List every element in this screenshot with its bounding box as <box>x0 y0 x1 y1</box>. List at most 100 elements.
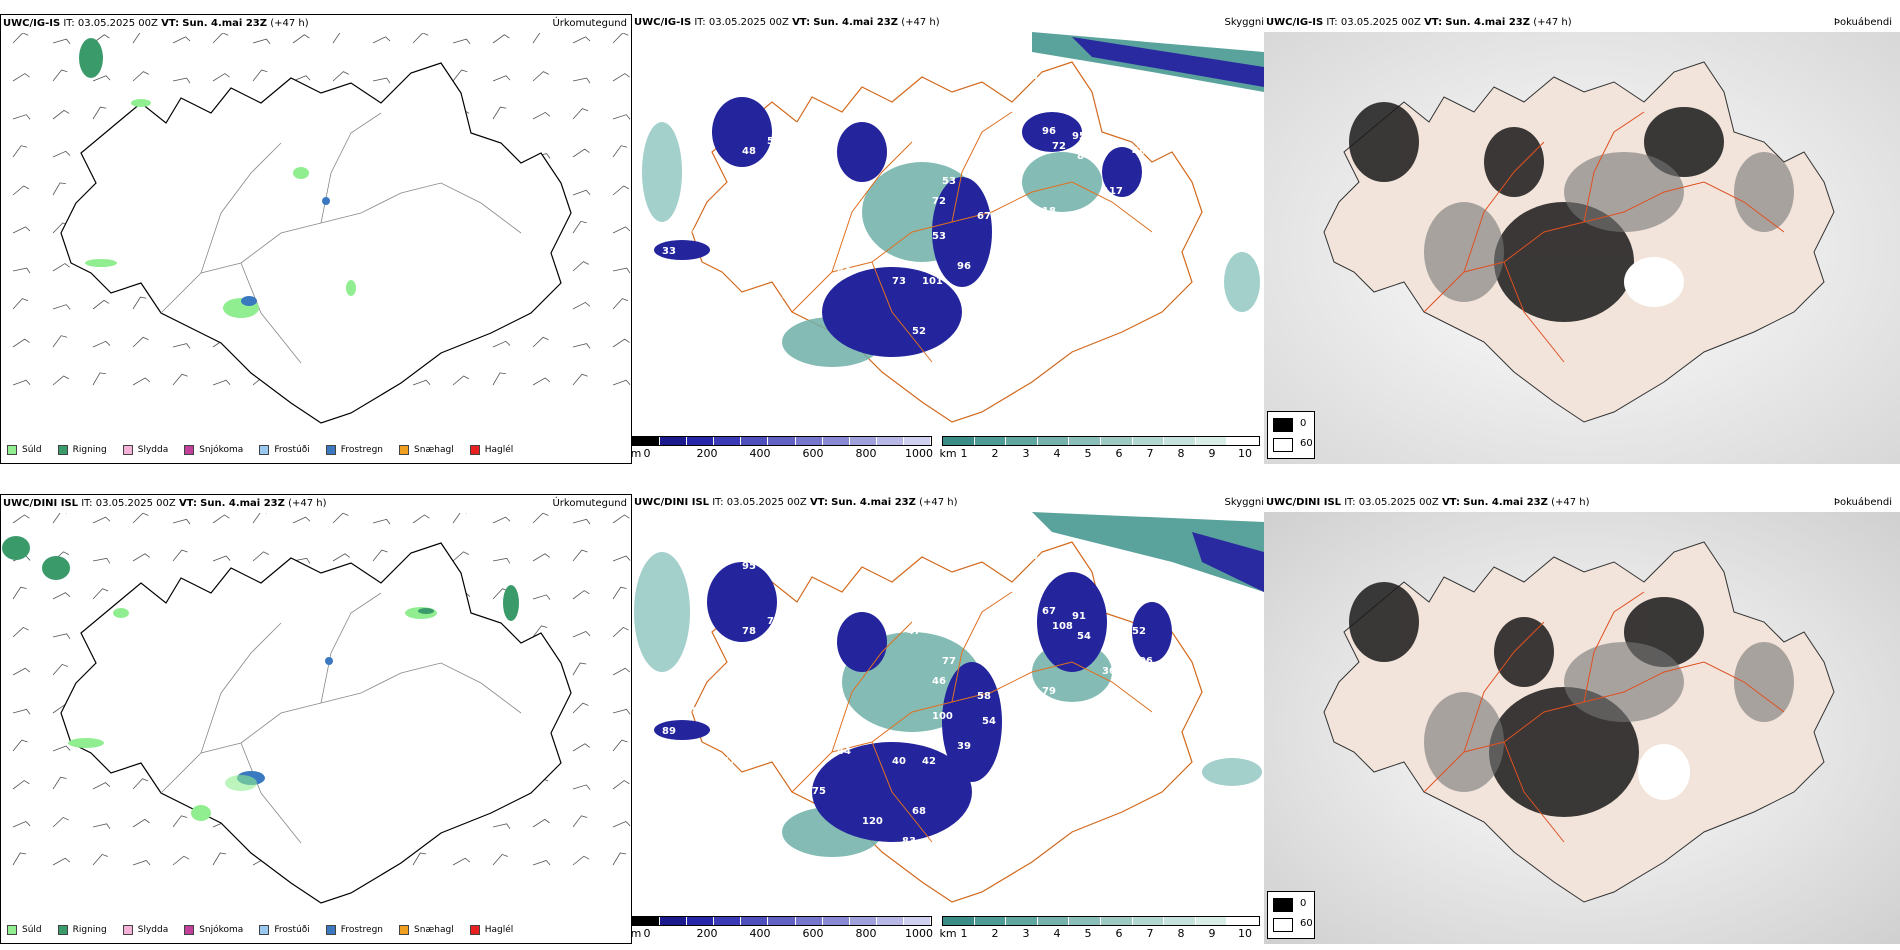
cbar-tick: 8 <box>1177 447 1185 460</box>
wind-barb <box>92 372 106 386</box>
cbar-tick: 2 <box>991 447 999 460</box>
wind-barb <box>492 557 511 564</box>
wind-barb <box>212 555 231 562</box>
wind-barb <box>532 33 547 44</box>
iceland-outline <box>60 62 572 424</box>
colorbar-ticks: km 1 2 3 4 5 6 7 8 9 10 <box>939 446 1260 460</box>
legend-swatch <box>57 925 68 935</box>
wind-barb <box>452 551 470 562</box>
wind-barb <box>12 114 31 120</box>
fog-dark-areas <box>1349 102 1724 322</box>
wind-barb <box>292 516 311 524</box>
wind-barb <box>612 626 629 638</box>
sea-visibility-band <box>1032 512 1264 592</box>
wind-barb <box>532 625 548 638</box>
wind-barb <box>12 586 27 600</box>
wind-barb <box>452 857 471 866</box>
wind-barb <box>492 516 511 524</box>
wind-barb <box>132 778 149 790</box>
ceiling-value-label: 117 <box>1102 186 1123 197</box>
wind-barb <box>572 36 591 44</box>
ceiling-value-label: 96 <box>957 261 971 272</box>
model-name: UWC/IG-IS <box>634 17 692 28</box>
wind-barb <box>52 304 71 310</box>
wind-barb <box>172 373 188 386</box>
legend-item-snaehagl: Snæhagl <box>399 925 454 935</box>
legend-swatch <box>184 445 195 455</box>
colorbar-ticks: km 1 2 3 4 5 6 7 8 9 10 <box>939 926 1260 940</box>
ceiling-value-label: 95 <box>742 561 756 572</box>
valid-time: Sun. 4.mai 23Z <box>1445 17 1530 28</box>
visibility-colorbar: km 1 2 3 4 5 6 7 8 9 10 <box>939 916 1260 940</box>
wind-barb <box>612 555 631 562</box>
ceiling-value-label: 72 <box>932 196 946 207</box>
wind-barb <box>12 626 29 638</box>
ceiling-value-label: 87 <box>992 61 1006 72</box>
wind-barb <box>12 379 31 386</box>
ceiling-value-label: 125 <box>1037 556 1058 567</box>
wind-barb <box>132 71 149 82</box>
precip-panel-row1: UWC/IG-IS IT: 03.05.2025 00Z VT: Sun. 4.… <box>0 14 632 464</box>
ceiling-value-label: 42 <box>922 756 936 767</box>
init-time: 03.05.2025 00Z <box>1358 497 1439 508</box>
fog-map <box>1264 512 1900 944</box>
ceiling-value-label: 58 <box>977 691 991 702</box>
colorbar-strip <box>632 916 932 926</box>
ceiling-value-label: 60 <box>907 146 921 157</box>
wind-barb <box>452 38 471 45</box>
ceiling-value-label: 44 <box>837 266 851 277</box>
cbar-tick: 9 <box>1208 927 1216 940</box>
init-time: 03.05.2025 00Z <box>726 497 807 508</box>
cbar-tick: 6 <box>1115 447 1123 460</box>
wind-barb <box>132 513 149 524</box>
ceiling-value-label: 46 <box>1132 146 1146 157</box>
legend-item-snjokoma: Snjókoma <box>184 445 243 455</box>
wind-barb <box>372 549 388 562</box>
wind-barb <box>52 857 71 866</box>
wind-barb <box>132 33 147 44</box>
cbar-tick: 1 <box>960 927 968 940</box>
wind-barb <box>572 815 588 828</box>
wind-barb <box>92 823 111 830</box>
legend-item-snaehagl: Snæhagl <box>399 445 454 455</box>
panel-header: UWC/DINI ISL IT: 03.05.2025 00Z VT: Sun.… <box>634 497 958 508</box>
legend-item-rigning: Rigning <box>57 445 107 455</box>
wind-barb <box>92 588 109 600</box>
wind-barb <box>532 336 549 348</box>
wind-barb <box>132 296 147 310</box>
ceiling-value-label: 147 <box>952 41 973 52</box>
legend-swatch <box>259 445 270 455</box>
wind-barb <box>12 226 31 234</box>
wind-barb <box>612 708 631 715</box>
wind-barb <box>12 298 29 310</box>
wind-barb <box>332 33 347 44</box>
cbar-unit: m <box>632 447 642 460</box>
wind-barb <box>412 379 431 386</box>
wind-barb <box>452 69 468 82</box>
legend-item-haglel: Haglél <box>469 925 513 935</box>
wind-barb <box>52 150 71 158</box>
fog-legend-swatch-60 <box>1273 918 1293 932</box>
wind-barb <box>52 776 67 790</box>
wind-barb <box>372 36 391 44</box>
ceiling-value-label: 75 <box>772 656 786 667</box>
cbar-tick: 400 <box>749 927 771 940</box>
cbar-tick: 600 <box>802 447 824 460</box>
ceiling-areas <box>654 97 1142 357</box>
wind-barb <box>612 514 630 524</box>
ceiling-value-label: 65 <box>782 771 796 782</box>
wind-barb <box>212 73 230 82</box>
legend-item-sudl: Súld <box>7 925 42 935</box>
wind-barb <box>52 69 68 82</box>
road-network <box>1423 591 1785 843</box>
sea-ceiling-band <box>1192 532 1264 592</box>
wind-barb <box>52 663 68 676</box>
ceiling-value-label: 49 <box>782 291 796 302</box>
fog-legend: 0 60 <box>1267 891 1315 939</box>
wind-barb <box>332 513 349 524</box>
wind-barb <box>492 823 511 830</box>
wind-barb <box>92 557 111 564</box>
ceiling-value-label: 47 <box>907 626 921 637</box>
wind-barb <box>612 586 627 600</box>
